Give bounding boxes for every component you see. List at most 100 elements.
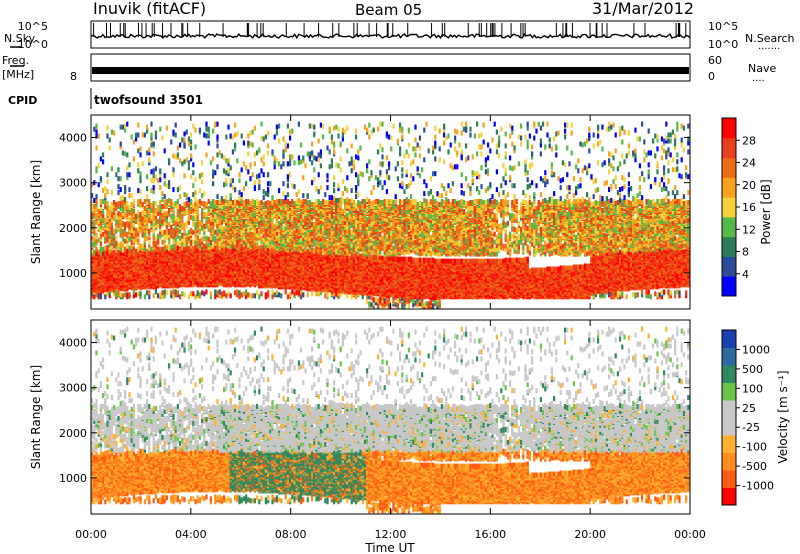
power-cell [102, 188, 105, 194]
power-cell [119, 223, 122, 229]
power-cell [174, 215, 177, 221]
noise-right-tick-bottom: 10^0 [708, 38, 738, 51]
power-cell [121, 195, 124, 201]
power-cell [262, 154, 265, 160]
power-cell [234, 199, 237, 204]
power-cell [119, 200, 122, 205]
power-cell [102, 250, 105, 256]
power-cell [225, 170, 228, 176]
power-cell [209, 214, 212, 220]
power-cell [97, 182, 100, 188]
power-cell [113, 208, 116, 213]
power-cell [201, 201, 204, 206]
power-cell [121, 293, 124, 299]
power-cell [159, 246, 162, 252]
power-cell [192, 291, 195, 297]
power-cell [126, 201, 129, 206]
power-cell [126, 243, 129, 249]
power-cell [172, 129, 175, 135]
power-cell [179, 185, 182, 191]
noise-left-tick-top: 10^5 [18, 20, 48, 33]
power-cell [201, 208, 204, 213]
power-cell [95, 199, 98, 204]
power-cell [93, 210, 96, 216]
power-cell [165, 204, 168, 209]
power-cell [119, 232, 122, 238]
beam-title: Beam 05 [355, 1, 422, 19]
power-cell [106, 172, 109, 178]
power-cell [172, 230, 175, 236]
power-cell [267, 143, 270, 149]
power-cell [146, 235, 149, 241]
power-cell [137, 162, 140, 168]
power-cell [253, 293, 256, 299]
power-cell [91, 193, 94, 199]
power-cell [225, 158, 228, 164]
nsky-label: N.Sky [4, 32, 36, 45]
power-cell [115, 172, 118, 178]
power-cell [174, 236, 177, 242]
power-cell [223, 155, 226, 161]
power-cell [212, 169, 215, 175]
power-cell [267, 181, 270, 187]
power-cell [247, 140, 250, 146]
power-cell [183, 131, 186, 137]
power-cell [203, 211, 206, 217]
power-cell [176, 187, 179, 193]
nsearch-dots: ······· [758, 44, 780, 55]
power-cell [209, 239, 212, 245]
power-cell [185, 209, 188, 214]
power-cell [260, 200, 263, 205]
power-cell [106, 291, 109, 297]
power-cell [121, 231, 124, 237]
power-cell [152, 141, 155, 147]
power-cell [267, 187, 270, 193]
power-cell [192, 183, 195, 189]
power-cell [121, 239, 124, 245]
power-cell [154, 213, 157, 219]
power-cell [165, 125, 168, 131]
power-cell [176, 210, 179, 216]
power-cell [187, 160, 190, 166]
power-cell [150, 121, 153, 127]
power-cell [234, 122, 237, 128]
power-cell [91, 213, 94, 219]
power-cell [117, 190, 120, 196]
power-cell [150, 213, 153, 219]
power-cell [91, 200, 94, 205]
power-cell [95, 207, 98, 212]
power-cell [227, 291, 230, 297]
power-cell [119, 216, 122, 222]
power-cell [97, 163, 100, 169]
power-cell [126, 240, 129, 246]
power-cell [165, 217, 168, 223]
power-cell [236, 289, 239, 295]
power-cell [128, 216, 131, 222]
power-cell [113, 200, 116, 205]
power-cell [95, 123, 98, 129]
power-cell [121, 199, 124, 204]
power-cell [245, 289, 248, 295]
power-cell [231, 178, 234, 184]
power-cell [238, 172, 241, 178]
power-cell [128, 205, 131, 210]
power-cell [216, 134, 219, 140]
power-cell [124, 212, 127, 218]
power-cell [152, 151, 155, 157]
power-cell [176, 240, 179, 246]
power-cell [121, 236, 124, 242]
power-cell [124, 127, 127, 133]
power-cell [146, 212, 149, 218]
power-cell [172, 289, 175, 295]
power-cell [130, 226, 133, 232]
power-cell [143, 234, 146, 240]
power-cell [165, 183, 168, 189]
power-cell [141, 231, 144, 237]
power-cell [152, 168, 155, 174]
power-cell [192, 123, 195, 129]
power-cell [194, 197, 197, 202]
power-cell [214, 170, 217, 176]
power-cell [137, 225, 140, 231]
power-cell [154, 238, 157, 244]
